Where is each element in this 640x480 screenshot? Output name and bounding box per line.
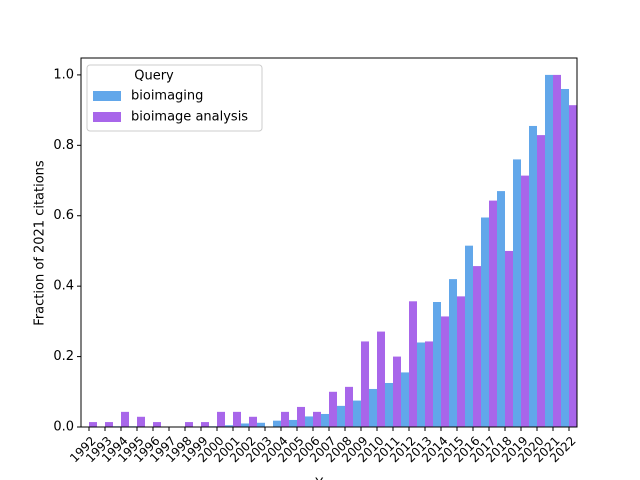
bar xyxy=(305,416,313,427)
legend-title: Query xyxy=(134,69,174,84)
bar xyxy=(401,372,409,427)
bar xyxy=(393,356,401,427)
bar xyxy=(89,422,97,427)
y-tick-label: 0.0 xyxy=(53,420,74,435)
legend-swatch xyxy=(93,91,121,101)
bar xyxy=(553,74,561,428)
bar xyxy=(321,413,329,427)
bar xyxy=(561,88,569,427)
bar xyxy=(545,74,553,428)
bar xyxy=(225,425,233,427)
bar xyxy=(201,422,209,427)
bar xyxy=(409,301,417,427)
bar xyxy=(241,423,249,427)
bar xyxy=(105,422,113,427)
bar xyxy=(497,191,505,427)
bar xyxy=(529,125,537,428)
legend-swatch xyxy=(93,112,121,122)
legend-label: bioimage analysis xyxy=(131,110,248,125)
bar xyxy=(257,422,265,427)
y-tick-label: 0.8 xyxy=(53,138,74,153)
y-tick-label: 1.0 xyxy=(53,67,74,82)
bar xyxy=(185,422,193,427)
bar xyxy=(289,419,297,427)
bar xyxy=(233,411,241,427)
bar xyxy=(505,250,513,427)
bar xyxy=(449,279,457,427)
x-axis-label: Year xyxy=(314,477,343,480)
bar xyxy=(361,341,369,427)
bar xyxy=(473,266,481,427)
bar xyxy=(273,420,281,427)
bar xyxy=(481,217,489,427)
bar xyxy=(249,416,257,427)
bar xyxy=(329,391,337,427)
bar xyxy=(521,175,529,427)
legend-box xyxy=(86,64,263,132)
bar xyxy=(417,342,425,427)
bar xyxy=(217,411,225,427)
bar xyxy=(441,316,449,427)
bar xyxy=(337,405,345,427)
y-tick-label: 0.2 xyxy=(53,349,74,364)
y-tick-label: 0.6 xyxy=(53,208,74,223)
bar xyxy=(153,422,161,427)
bar xyxy=(281,411,289,427)
bar xyxy=(465,245,473,427)
y-axis-label: Fraction of 2021 citations xyxy=(33,160,48,326)
bar xyxy=(353,400,361,427)
bar xyxy=(433,302,441,427)
bar xyxy=(489,200,497,427)
bar xyxy=(537,135,545,427)
bar xyxy=(297,406,305,427)
bar xyxy=(385,382,393,427)
bar xyxy=(513,159,521,427)
bar xyxy=(137,416,145,427)
bar xyxy=(425,341,433,427)
bar xyxy=(569,105,577,427)
bar xyxy=(313,411,321,427)
bar xyxy=(377,331,385,427)
legend-label: bioimaging xyxy=(131,89,203,104)
bar xyxy=(457,296,465,427)
bar xyxy=(121,411,129,427)
y-tick-label: 0.4 xyxy=(53,279,74,294)
bar xyxy=(369,388,377,427)
plot-frame xyxy=(80,57,578,428)
bar xyxy=(345,386,353,427)
